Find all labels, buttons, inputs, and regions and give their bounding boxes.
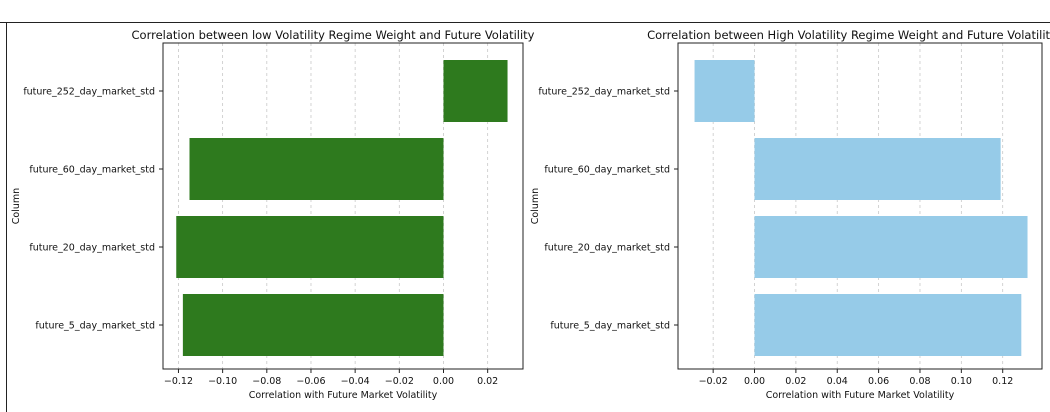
right-bar-future-252-day-market-std <box>694 60 755 122</box>
right-xtick-label: 0.02 <box>785 376 806 387</box>
right-y-axis-label: Column <box>530 188 541 224</box>
right-ytick-label: future_252_day_market_std <box>538 87 670 98</box>
left-bar-future-20-day-market-std <box>176 216 444 278</box>
left-ytick-label: future_20_day_market_std <box>29 243 155 254</box>
right-xtick-label: 0.04 <box>827 376 848 387</box>
right-bar-future-60-day-market-std <box>754 138 1001 200</box>
left-ytick-label: future_60_day_market_std <box>29 165 155 176</box>
page-border-top <box>0 22 1050 23</box>
left-bar-future-5-day-market-std <box>182 294 444 356</box>
left-ytick-label: future_252_day_market_std <box>23 87 155 98</box>
left-xtick-label: −0.08 <box>252 376 281 387</box>
right-xtick-label: 0.10 <box>951 376 972 387</box>
left-xtick-label: −0.02 <box>385 376 414 387</box>
right-ytick-label: future_5_day_market_std <box>550 321 670 332</box>
right-xtick-label: −0.02 <box>699 376 728 387</box>
right-xtick-label: 0.00 <box>744 376 765 387</box>
right-bar-future-5-day-market-std <box>754 294 1022 356</box>
right-ytick-label: future_20_day_market_std <box>544 243 670 254</box>
left-xtick-label: 0.02 <box>477 376 498 387</box>
left-xtick-label: 0.00 <box>433 376 454 387</box>
page-border-left <box>6 22 7 412</box>
left-plot-frame <box>162 42 524 370</box>
right-x-axis-label: Correlation with Future Market Volatilit… <box>766 390 955 401</box>
left-bar-future-60-day-market-std <box>189 138 444 200</box>
left-xtick-label: −0.04 <box>341 376 370 387</box>
left-xtick-label: −0.06 <box>296 376 325 387</box>
right-plot-frame <box>677 42 1043 370</box>
right-xtick-label: 0.06 <box>868 376 889 387</box>
right-xtick-label: 0.12 <box>992 376 1013 387</box>
left-x-axis-label: Correlation with Future Market Volatilit… <box>249 390 438 401</box>
left-xtick-label: −0.10 <box>208 376 237 387</box>
left-bar-future-252-day-market-std <box>443 60 508 122</box>
right-ytick-label: future_60_day_market_std <box>544 165 670 176</box>
left-y-axis-label: Column <box>11 188 22 224</box>
right-xtick-label: 0.08 <box>909 376 930 387</box>
left-chart-title: Correlation between low Volatility Regim… <box>132 28 535 42</box>
right-bar-future-20-day-market-std <box>754 216 1028 278</box>
left-xtick-label: −0.12 <box>164 376 193 387</box>
left-ytick-label: future_5_day_market_std <box>35 321 155 332</box>
right-chart-title: Correlation between High Volatility Regi… <box>647 28 1050 42</box>
